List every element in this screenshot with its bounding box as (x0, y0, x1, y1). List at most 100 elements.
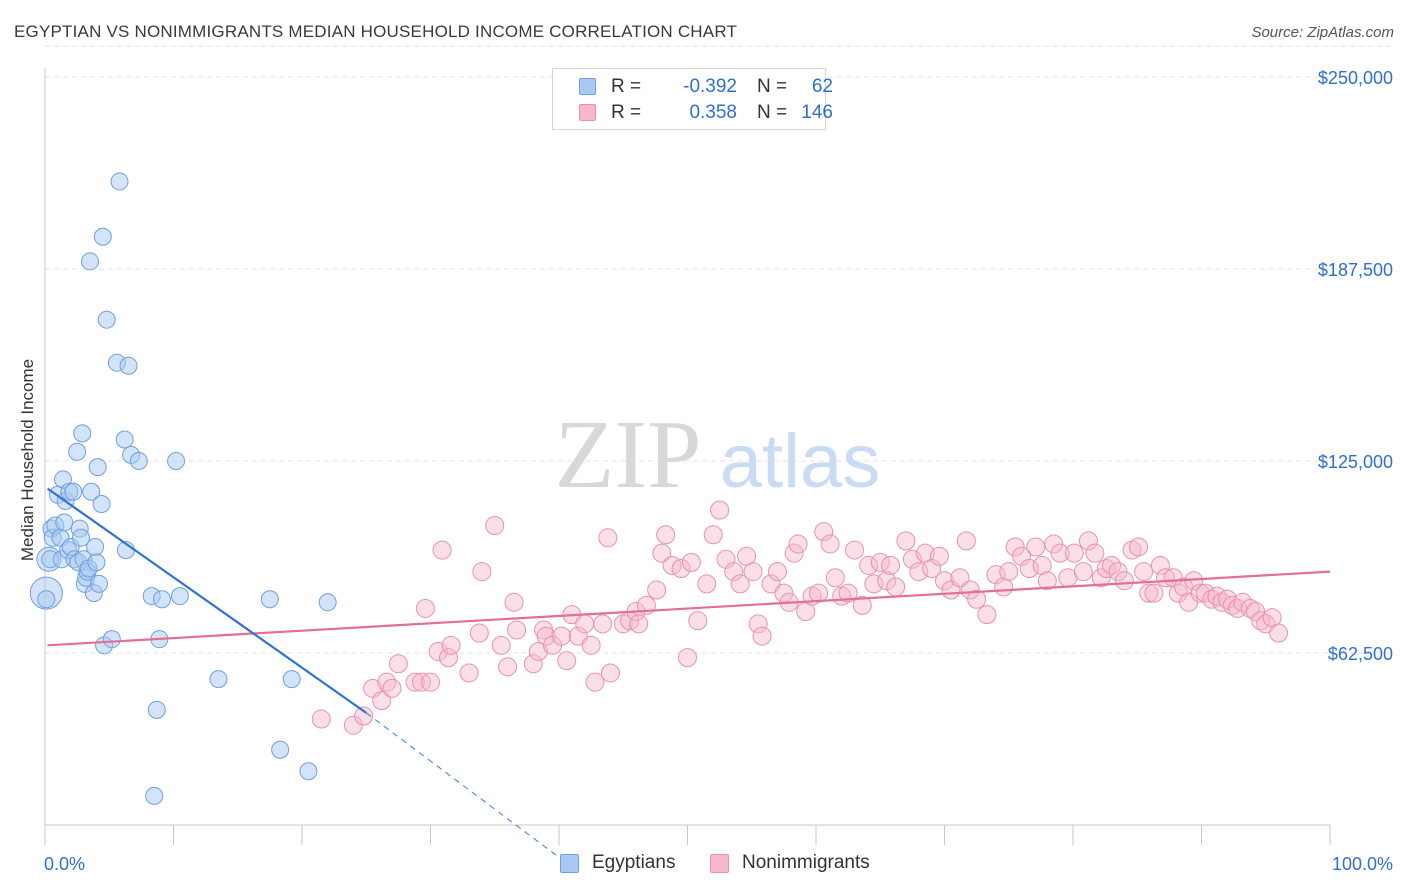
nonimmigrants-point (809, 583, 829, 603)
legend-n-value: 146 (801, 102, 833, 123)
egyptians-point (37, 590, 56, 609)
nonimmigrants-point (441, 635, 461, 655)
nonimmigrants-point (1269, 623, 1289, 643)
egyptians-point (271, 740, 290, 759)
x-tick-label: 0.0% (44, 854, 85, 874)
egyptians-point (93, 227, 112, 246)
nonimmigrants-point (557, 651, 577, 671)
nonimmigrants-point (1108, 562, 1128, 582)
egyptians-point (87, 553, 106, 572)
egyptians-point (86, 538, 105, 557)
nonimmigrants-point (999, 562, 1019, 582)
nonimmigrants-point (688, 611, 708, 631)
legend-r-value: 0.358 (689, 102, 737, 123)
nonimmigrants-point (581, 635, 601, 655)
legend-r-value: -0.392 (683, 76, 737, 97)
nonimmigrants-point (838, 583, 858, 603)
nonimmigrants-point (886, 577, 906, 597)
egyptians-point (209, 670, 228, 689)
nonimmigrants-point (950, 568, 970, 588)
nonimmigrants-point (593, 614, 613, 634)
nonimmigrants-point (1144, 583, 1164, 603)
nonimmigrants-point (935, 571, 954, 591)
y-tick-label: $187,500 (1318, 260, 1393, 280)
nonimmigrants-point (405, 672, 425, 692)
legend-r-label: R = (611, 76, 642, 97)
nonimmigrants-point (767, 562, 787, 582)
nonimmigrants-point (1037, 571, 1057, 591)
nonimmigrants-points (311, 500, 1289, 735)
nonimmigrants-point (585, 672, 605, 692)
nonimmigrants-point (354, 706, 374, 726)
egyptians-point (282, 670, 301, 689)
nonimmigrants-point (311, 709, 331, 729)
nonimmigrants-point (870, 552, 890, 572)
egyptians-point (110, 172, 129, 191)
nonimmigrants-point (1129, 537, 1149, 557)
nonimmigrants-point (1032, 555, 1052, 575)
nonimmigrants-point (986, 565, 1006, 585)
nonimmigrants-point (977, 605, 997, 625)
nonimmigrants-point (710, 500, 730, 520)
nonimmigrants-point (1251, 611, 1271, 631)
nonimmigrants-point (568, 626, 588, 646)
nonimmigrants-point (528, 641, 548, 661)
nonimmigrants-point (730, 574, 750, 594)
legend-n-value: 62 (811, 76, 833, 97)
nonimmigrants-point (421, 672, 440, 692)
egyptians-point (152, 590, 171, 609)
nonimmigrants-point (1207, 586, 1227, 606)
nonimmigrants-point (504, 592, 524, 612)
nonimmigrants-point (814, 522, 834, 542)
nonimmigrants-point (864, 574, 884, 594)
nonimmigrants-point (788, 534, 808, 554)
nonimmigrants-point (1050, 543, 1070, 563)
egyptians-points (29, 172, 337, 805)
nonimmigrants-point (629, 614, 649, 634)
nonimmigrants-point (1233, 592, 1253, 612)
nonimmigrants-point (1190, 583, 1210, 603)
nonimmigrants-point (1174, 577, 1194, 597)
legend-swatch-egyptians (579, 78, 596, 95)
correlation-legend: R = -0.392 N = 62 R = 0.358 N = 146 (552, 68, 833, 130)
nonimmigrants-point (469, 623, 489, 643)
bottom-legend-label: Nonimmigrants (742, 852, 870, 873)
nonimmigrants-point (1202, 589, 1222, 609)
nonimmigrants-point (761, 574, 781, 594)
nonimmigrants-point (647, 580, 667, 600)
egyptians-point (299, 762, 318, 781)
nonimmigrants-point (523, 654, 543, 674)
nonimmigrants-point (388, 654, 408, 674)
nonimmigrants-point (1085, 543, 1105, 563)
egyptians-point (64, 482, 83, 501)
nonimmigrants-point (956, 531, 976, 551)
nonimmigrants-point (1245, 602, 1265, 622)
nonimmigrants-point (784, 543, 804, 563)
nonimmigrants-point (1073, 562, 1093, 582)
egyptians-point (71, 528, 90, 547)
egyptians-point (89, 574, 108, 593)
nonimmigrants-point (498, 657, 518, 677)
x-tick-label: 100.0% (1332, 854, 1393, 874)
egyptians-trend-line (46, 487, 367, 714)
legend-swatch-nonimmigrants (579, 104, 596, 121)
nonimmigrants-point (1091, 568, 1111, 588)
nonimmigrants-point (845, 540, 865, 560)
nonimmigrants-point (652, 543, 672, 563)
nonimmigrants-point (960, 580, 980, 600)
egyptians-point (73, 424, 92, 443)
nonimmigrants-point (716, 549, 736, 569)
egyptians-point (80, 252, 99, 271)
egyptians-point (147, 700, 166, 719)
nonimmigrants-point (1240, 598, 1260, 618)
watermark-zip: ZIP (555, 401, 702, 509)
egyptians-point (88, 458, 107, 477)
nonimmigrants-point (1078, 531, 1098, 551)
nonimmigrants-point (902, 549, 922, 569)
grid-lines (45, 45, 1395, 654)
nonimmigrants-point (415, 598, 435, 618)
nonimmigrants-point (697, 574, 717, 594)
nonimmigrants-point (656, 525, 676, 545)
chart-title: EGYPTIAN VS NONIMMIGRANTS MEDIAN HOUSEHO… (14, 22, 738, 41)
nonimmigrants-point (881, 555, 901, 575)
